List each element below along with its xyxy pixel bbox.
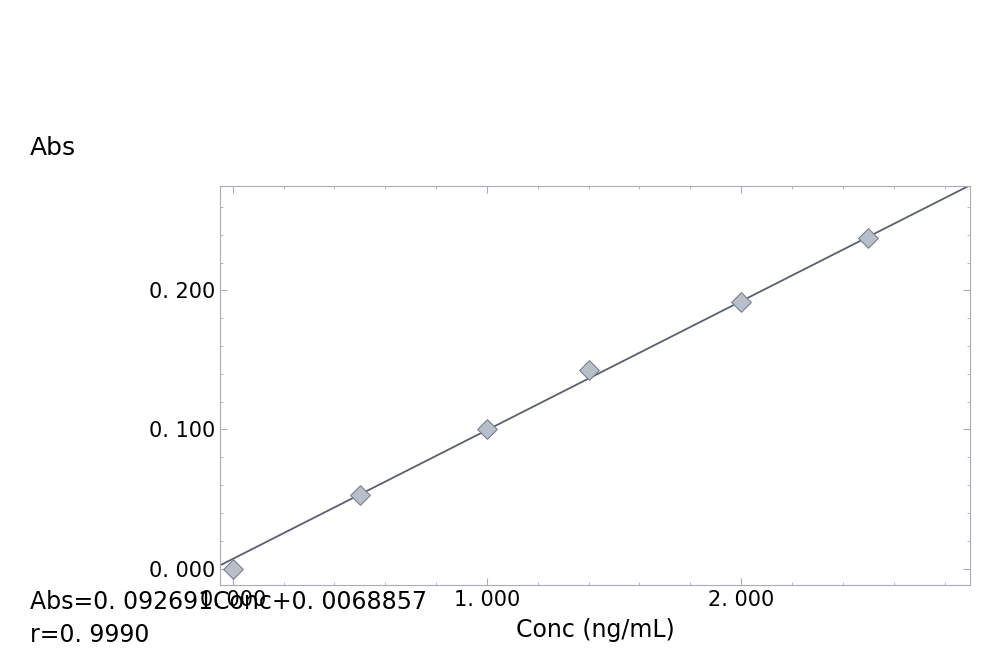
Point: [860, 232, 876, 243]
Point: [479, 424, 495, 435]
Point: [581, 364, 597, 375]
Text: r=0. 9990: r=0. 9990: [30, 623, 149, 647]
X-axis label: Conc (ng/mL): Conc (ng/mL): [516, 618, 674, 642]
Point: [733, 297, 749, 307]
Text: Abs=0. 092691Conc+0. 0068857: Abs=0. 092691Conc+0. 0068857: [30, 590, 427, 614]
Point: [225, 563, 241, 574]
Text: Abs: Abs: [30, 136, 76, 160]
Point: [352, 489, 368, 500]
